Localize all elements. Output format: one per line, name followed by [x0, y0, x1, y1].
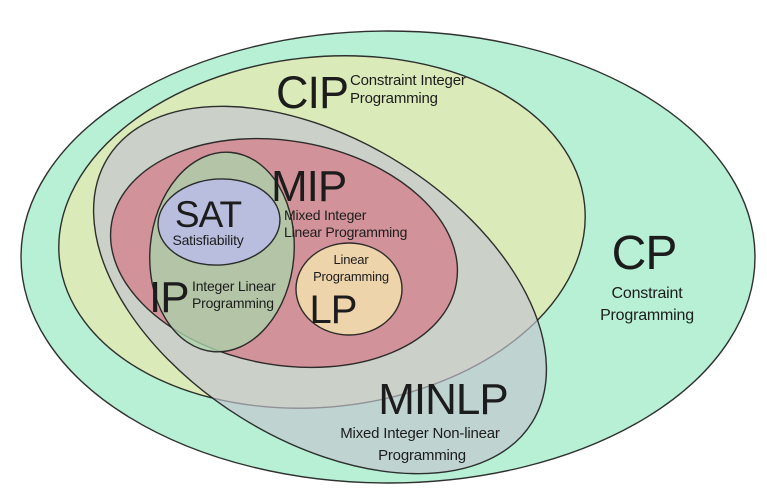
minlp-name-line2: Programming — [378, 447, 466, 464]
set-ellipses — [20, 30, 756, 484]
sat-abbr-label: SAT — [175, 194, 242, 235]
minlp-name-line1: Mixed Integer Non-linear — [340, 425, 500, 442]
ip-name-line2: Programming — [192, 295, 274, 311]
lp-name-line1: Linear — [334, 252, 370, 267]
ip-name-line1: Integer Linear — [192, 278, 276, 294]
cip-name-line1: Constraint Integer — [350, 72, 466, 89]
cip-abbr-label: CIP — [276, 67, 348, 118]
lp-abbr-label: LP — [310, 288, 357, 332]
lp-set-ellipse — [295, 242, 403, 336]
set-labels: CIP Constraint Integer Programming MIP M… — [149, 67, 694, 464]
cp-name-line2: Programming — [600, 307, 694, 324]
cp-name-line1: Constraint — [612, 285, 684, 302]
mip-name-line2: Linear Programming — [284, 224, 407, 240]
minlp-abbr-label: MINLP — [378, 375, 507, 424]
ip-abbr-label: IP — [149, 273, 189, 322]
cp-abbr-label: CP — [612, 227, 677, 280]
mip-name-line1: Mixed Integer — [284, 207, 367, 223]
sat-set-ellipse — [157, 178, 281, 266]
mip-abbr-label: MIP — [271, 162, 346, 211]
lp-name-line2: Programming — [313, 269, 389, 284]
cip-name-line2: Programming — [350, 90, 438, 107]
sat-name-line1: Satisfiability — [172, 232, 243, 248]
